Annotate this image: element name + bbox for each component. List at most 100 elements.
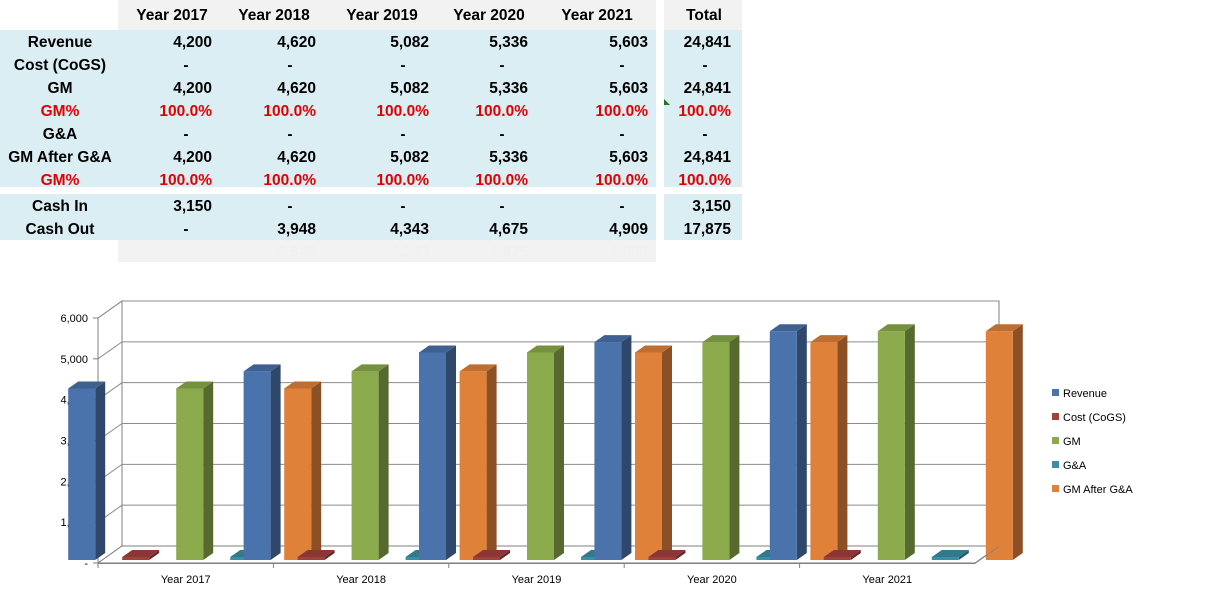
table-cell: - — [287, 198, 293, 215]
legend-label: GM — [1063, 436, 1081, 448]
bar-side — [729, 335, 740, 560]
total-cell: 3,150 — [692, 198, 731, 215]
bar-top — [635, 345, 672, 353]
bar-side — [608, 550, 618, 560]
table-cell: - — [400, 57, 406, 74]
table-cell: 4,909 — [609, 221, 648, 238]
pl-total-band — [664, 30, 742, 187]
column-header: Year 2020 — [453, 7, 525, 24]
bar — [122, 557, 150, 560]
bar — [68, 388, 96, 560]
row-label: Cash Out — [25, 221, 95, 238]
table-cell: 5,603 — [609, 34, 648, 51]
bar-top — [702, 335, 740, 343]
bar — [635, 352, 662, 560]
total-cell: 100.0% — [678, 172, 731, 189]
bar-top — [877, 324, 915, 332]
total-cell: - — [702, 57, 708, 74]
bar — [243, 371, 271, 560]
row-label: GM% — [40, 172, 80, 189]
bar-side — [783, 550, 794, 560]
bar-side — [446, 345, 456, 560]
bar — [823, 557, 851, 560]
x-tick-label: Year 2018 — [336, 574, 386, 586]
row-label: Cost (CoGS) — [13, 57, 107, 74]
table-cell: 4,620 — [277, 80, 316, 97]
table-cell: 3,150 — [173, 198, 212, 215]
bar-top — [594, 335, 632, 343]
table-cell: 100.0% — [376, 103, 429, 120]
y-tick-label: 2,000 — [60, 476, 88, 488]
bar-top — [527, 345, 564, 353]
bar-side — [311, 381, 322, 560]
gridline — [97, 423, 999, 441]
y-tick-label: - — [84, 558, 88, 570]
bar-side — [837, 335, 848, 560]
table-cell: - — [287, 126, 293, 143]
column-header: Year 2018 — [238, 7, 310, 24]
bar — [581, 557, 608, 560]
table-cell: - — [619, 126, 625, 143]
column-header: Year 2019 — [346, 7, 418, 24]
legend-label: GM After G&A — [1063, 484, 1133, 496]
bar-side — [149, 550, 160, 560]
total-header-background — [664, 0, 742, 30]
x-tick-label: Year 2021 — [862, 574, 912, 586]
bar-side — [554, 345, 564, 560]
bar — [594, 342, 622, 560]
bar — [810, 342, 838, 560]
table-cell: 5,603 — [609, 80, 648, 97]
table-cell: 4,200 — [173, 80, 212, 97]
bar-top — [931, 550, 969, 557]
bar-top — [419, 345, 456, 353]
ghost-cell: 3,948 — [277, 244, 316, 261]
legend-label: G&A — [1063, 460, 1087, 472]
bar — [527, 352, 554, 560]
bar-top — [297, 550, 335, 557]
bar-side — [324, 550, 335, 560]
bar-top — [68, 381, 106, 389]
gridline — [97, 382, 999, 401]
y-tick-label: 4,000 — [60, 395, 88, 407]
table-cell: 4,620 — [277, 34, 316, 51]
row-label: Revenue — [27, 34, 93, 51]
bar — [405, 557, 433, 560]
table-cell: 3,948 — [277, 221, 316, 238]
bar-top — [810, 335, 848, 343]
total-header: Total — [686, 7, 722, 24]
bar-side — [904, 324, 915, 560]
row-label: GM After G&A — [8, 149, 112, 166]
bar — [985, 331, 1013, 560]
table-cell: 100.0% — [159, 172, 212, 189]
bar-side — [270, 364, 281, 560]
table-cell: 4,343 — [390, 221, 429, 238]
pl-band — [0, 30, 656, 187]
table-cell: - — [400, 126, 406, 143]
bar — [756, 557, 784, 560]
legend-swatch — [1052, 485, 1059, 492]
x-tick-label: Year 2017 — [161, 574, 211, 586]
bar-side — [1012, 324, 1023, 560]
bar-top — [581, 550, 618, 557]
bar-top — [351, 364, 389, 372]
table-cell: 4,675 — [489, 221, 528, 238]
column-header: Year 2017 — [136, 7, 208, 24]
bar-side — [500, 550, 510, 560]
ghost-band — [118, 240, 656, 262]
bar — [419, 352, 446, 560]
cell-error-marker — [664, 99, 670, 105]
table-cell: - — [499, 57, 505, 74]
bar-top — [756, 550, 794, 557]
total-cell: - — [702, 126, 708, 143]
header-background — [118, 0, 656, 30]
table-cell: 5,603 — [609, 149, 648, 166]
bar-side — [796, 324, 807, 560]
row-label: GM — [47, 80, 73, 97]
table-cell: 4,200 — [173, 149, 212, 166]
table-cell: - — [619, 57, 625, 74]
table-cell: - — [287, 57, 293, 74]
ghost-cell: 4,909 — [609, 244, 648, 261]
bar — [702, 342, 730, 560]
bar-top — [459, 364, 497, 372]
total-cell: 24,841 — [683, 149, 731, 166]
